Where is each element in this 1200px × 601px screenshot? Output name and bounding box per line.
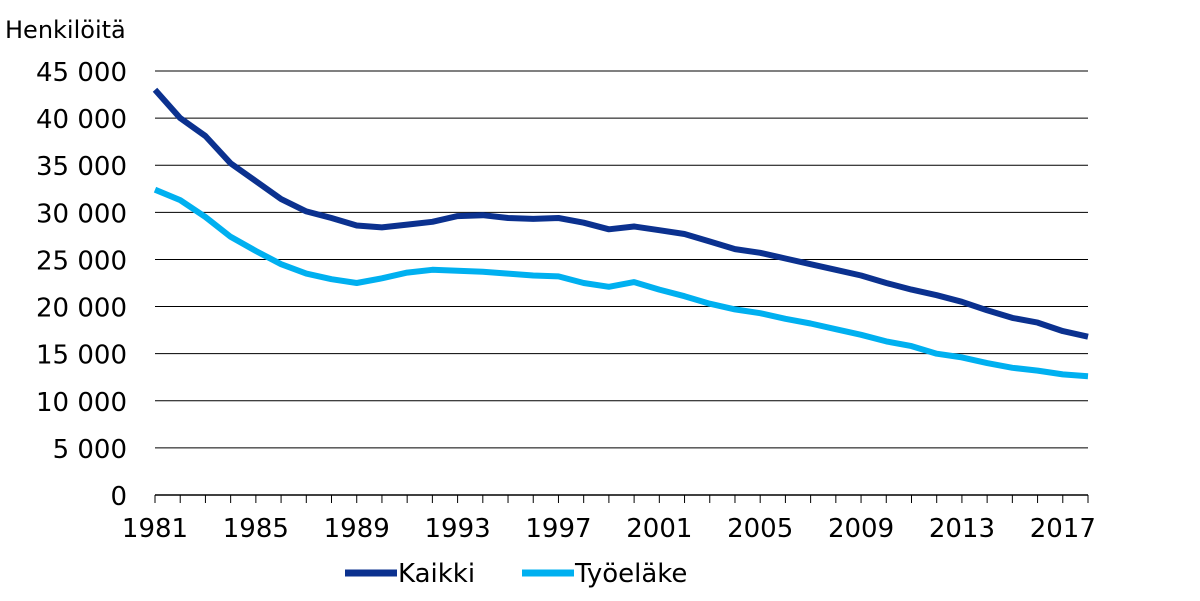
y-tick-label: 30 000	[36, 199, 127, 229]
series-lines	[152, 87, 1089, 380]
legend: Kaikki Työeläke	[345, 559, 687, 589]
gridlines	[155, 70, 1088, 449]
x-tick-label: 2013	[929, 514, 995, 544]
x-tick-label: 1981	[122, 514, 188, 544]
series-line-1	[152, 87, 1089, 340]
y-tick-label: 35 000	[36, 152, 127, 182]
x-tick-label: 1997	[525, 514, 591, 544]
legend-label: Kaikki	[398, 559, 475, 589]
y-axis-title: Henkilöitä	[5, 16, 126, 44]
y-tick-label: 40 000	[36, 105, 127, 135]
y-tick-label: 10 000	[36, 388, 127, 418]
y-axis-ticks: 0 5 000 10 000 15 000 20 000 25 000 30 000 35 0…	[36, 58, 127, 512]
y-tick-label: 0	[110, 482, 127, 512]
y-tick-label: 25 000	[36, 246, 127, 276]
x-tick-label: 1989	[324, 514, 390, 544]
x-tick-label: 1985	[223, 514, 289, 544]
y-tick-label: 5 000	[53, 435, 127, 465]
x-axis: 1981 1985 1989 1993 1997 2001 2005 2009 2013 2017	[122, 494, 1096, 544]
x-tick-label: 1993	[425, 514, 491, 544]
y-tick-label: 15 000	[36, 341, 127, 371]
y-tick-label: 20 000	[36, 294, 127, 324]
series-line-2	[153, 186, 1089, 380]
y-tick-label: 45 000	[36, 58, 127, 88]
x-tick-label: 2009	[828, 514, 894, 544]
x-tick-label: 2001	[626, 514, 692, 544]
x-tick-label: 2005	[727, 514, 793, 544]
x-tick-label: 2017	[1030, 514, 1096, 544]
legend-label: Työeläke	[574, 559, 687, 589]
